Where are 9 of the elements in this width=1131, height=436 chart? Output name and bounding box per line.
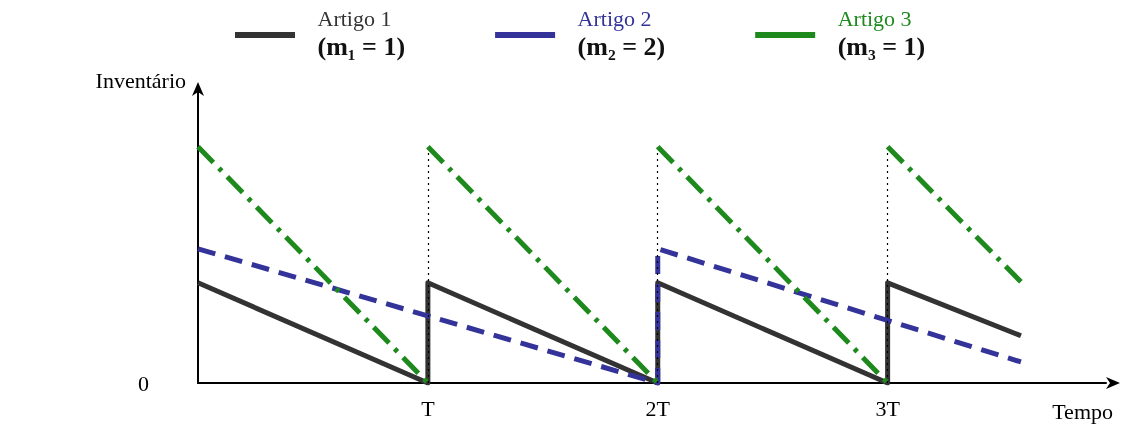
legend-label: Artigo 3 (m₃ = 1): [837, 5, 926, 61]
x-axis-title: Tempo: [1052, 398, 1113, 424]
legend-label: Artigo 1 (m₁ = 1): [317, 5, 406, 61]
legend-label: Artigo 2 (m₂ = 2): [577, 5, 666, 61]
x-tick-label: T: [421, 395, 436, 421]
x-tick-label: 2T: [645, 395, 671, 421]
x-tick-label: 3T: [875, 395, 901, 421]
y-axis-title: Inventário: [95, 67, 186, 93]
text: 0: [138, 370, 149, 396]
